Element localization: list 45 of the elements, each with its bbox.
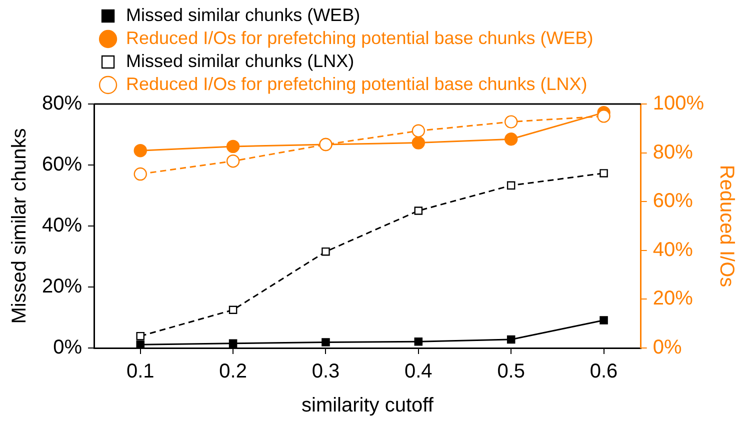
- point: [322, 338, 330, 346]
- y-tick-label: 40%: [42, 214, 82, 237]
- x-tick-label: 0.6: [590, 360, 618, 383]
- point: [136, 340, 145, 348]
- y2-tick-label: 100%: [652, 92, 704, 115]
- x-tick-label: 0.1: [126, 360, 154, 383]
- y2-tick-label: 20%: [652, 288, 694, 310]
- y-tick-label: 80%: [42, 92, 82, 115]
- point: [600, 169, 608, 178]
- legend-label: Missed similar chunks (WEB): [126, 4, 360, 25]
- point: [414, 206, 423, 215]
- point: [504, 115, 518, 128]
- y-tick-label: 20%: [42, 276, 82, 298]
- y2-tick-label: 40%: [652, 238, 694, 261]
- point: [228, 339, 238, 348]
- point: [412, 136, 426, 150]
- x-tick-label: 0.2: [219, 360, 247, 383]
- point: [226, 154, 240, 168]
- legend-label: Missed similar chunks (LNX): [126, 50, 354, 71]
- legend-label: Reduced I/Os for prefetching potential base chunks (WEB): [126, 28, 594, 48]
- point: [506, 335, 516, 344]
- point: [600, 316, 608, 324]
- point: [134, 167, 147, 181]
- legend-label: Reduced I/Os for prefetching potential base chunks (LNX): [126, 74, 588, 94]
- y2-tick-label: 0%: [652, 336, 682, 359]
- point: [136, 332, 145, 340]
- point: [322, 247, 330, 256]
- y-tick-label: 0%: [53, 336, 82, 359]
- point: [226, 140, 240, 154]
- y-axis-title: Missed similar chunks: [8, 128, 31, 324]
- point: [506, 181, 516, 190]
- point: [504, 132, 518, 146]
- point: [134, 144, 147, 158]
- y2-axis-title: Reduced I/Os: [715, 164, 738, 288]
- x-tick-label: 0.4: [404, 360, 432, 383]
- x-tick-label: 0.3: [312, 360, 340, 383]
- x-axis-title: similarity cutoff: [301, 394, 434, 417]
- y-tick-label: 60%: [42, 154, 82, 176]
- y2-tick-label: 80%: [652, 141, 694, 164]
- point: [228, 306, 238, 314]
- point: [597, 110, 610, 123]
- y2-tick-label: 60%: [652, 190, 694, 212]
- x-tick-label: 0.5: [497, 360, 525, 383]
- point: [414, 337, 423, 346]
- point: [412, 124, 426, 138]
